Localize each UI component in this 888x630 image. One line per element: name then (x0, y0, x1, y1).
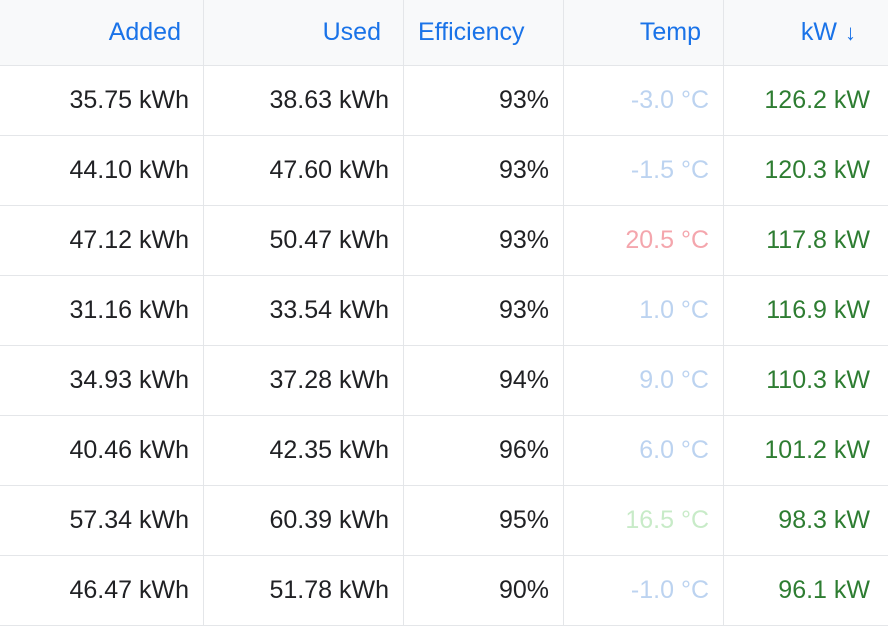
column-header-efficiency[interactable]: Efficiency (404, 0, 564, 65)
cell-kw: 117.8 kW (766, 226, 870, 254)
table-row[interactable]: 34.93 kWh 37.28 kWh 94% 9.0 °C 110.3 kW (0, 346, 888, 416)
cell-temp: -1.5 °C (564, 136, 724, 205)
cell-used: 37.28 kWh (204, 346, 404, 415)
column-header-temp-label: Temp (639, 18, 701, 46)
cell-temp: 16.5 °C (564, 486, 724, 555)
cell-efficiency: 93% (404, 276, 564, 345)
cell-efficiency: 96% (404, 416, 564, 485)
table-row[interactable]: 46.47 kWh 51.78 kWh 90% -1.0 °C 96.1 kW (0, 556, 888, 626)
table-header: Added Used Efficiency Temp kW ↓ (0, 0, 888, 66)
cell-kw: 96.1 kW (778, 576, 870, 604)
cell-added: 40.46 kWh (0, 416, 204, 485)
cell-temp: -1.0 °C (564, 556, 724, 625)
cell-efficiency: 94% (404, 346, 564, 415)
cell-used: 33.54 kWh (204, 276, 404, 345)
cell-temp: -3.0 °C (564, 66, 724, 135)
table-row[interactable]: 57.34 kWh 60.39 kWh 95% 16.5 °C 98.3 kW (0, 486, 888, 556)
cell-kw: 101.2 kW (764, 436, 870, 464)
table-row[interactable]: 44.10 kWh 47.60 kWh 93% -1.5 °C 120.3 kW (0, 136, 888, 206)
table-row[interactable]: 35.75 kWh 38.63 kWh 93% -3.0 °C 126.2 kW (0, 66, 888, 136)
cell-efficiency: 90% (404, 556, 564, 625)
cell-temp: 20.5 °C (564, 206, 724, 275)
column-header-used[interactable]: Used (204, 0, 404, 65)
cell-efficiency: 93% (404, 136, 564, 205)
cell-kw: 126.2 kW (764, 86, 870, 114)
column-header-used-label: Used (322, 18, 381, 46)
cell-kw: 98.3 kW (778, 506, 870, 534)
column-header-efficiency-label: Efficiency (418, 18, 525, 46)
table-row[interactable]: 40.46 kWh 42.35 kWh 96% 6.0 °C 101.2 kW (0, 416, 888, 486)
cell-used: 60.39 kWh (204, 486, 404, 555)
cell-added: 35.75 kWh (0, 66, 204, 135)
cell-temp: 1.0 °C (564, 276, 724, 345)
cell-added: 47.12 kWh (0, 206, 204, 275)
cell-efficiency: 93% (404, 206, 564, 275)
cell-kw: 120.3 kW (764, 156, 870, 184)
column-header-kw-label: kW (800, 18, 837, 46)
cell-used: 51.78 kWh (204, 556, 404, 625)
column-header-added-label: Added (108, 18, 181, 46)
cell-kw: 116.9 kW (766, 296, 870, 324)
column-header-temp[interactable]: Temp (564, 0, 724, 65)
sort-descending-icon: ↓ (845, 19, 856, 45)
table-row[interactable]: 47.12 kWh 50.47 kWh 93% 20.5 °C 117.8 kW (0, 206, 888, 276)
cell-efficiency: 93% (404, 66, 564, 135)
cell-used: 38.63 kWh (204, 66, 404, 135)
cell-added: 31.16 kWh (0, 276, 204, 345)
cell-added: 46.47 kWh (0, 556, 204, 625)
cell-used: 47.60 kWh (204, 136, 404, 205)
cell-used: 42.35 kWh (204, 416, 404, 485)
cell-temp: 6.0 °C (564, 416, 724, 485)
cell-added: 44.10 kWh (0, 136, 204, 205)
cell-temp: 9.0 °C (564, 346, 724, 415)
cell-added: 34.93 kWh (0, 346, 204, 415)
cell-added: 57.34 kWh (0, 486, 204, 555)
column-header-added[interactable]: Added (0, 0, 204, 65)
cell-efficiency: 95% (404, 486, 564, 555)
cell-kw: 110.3 kW (766, 366, 870, 394)
cell-used: 50.47 kWh (204, 206, 404, 275)
table-row[interactable]: 31.16 kWh 33.54 kWh 93% 1.0 °C 116.9 kW (0, 276, 888, 346)
table-body: 35.75 kWh 38.63 kWh 93% -3.0 °C 126.2 kW 44.1… (0, 66, 888, 626)
column-header-kw[interactable]: kW ↓ (724, 0, 888, 65)
